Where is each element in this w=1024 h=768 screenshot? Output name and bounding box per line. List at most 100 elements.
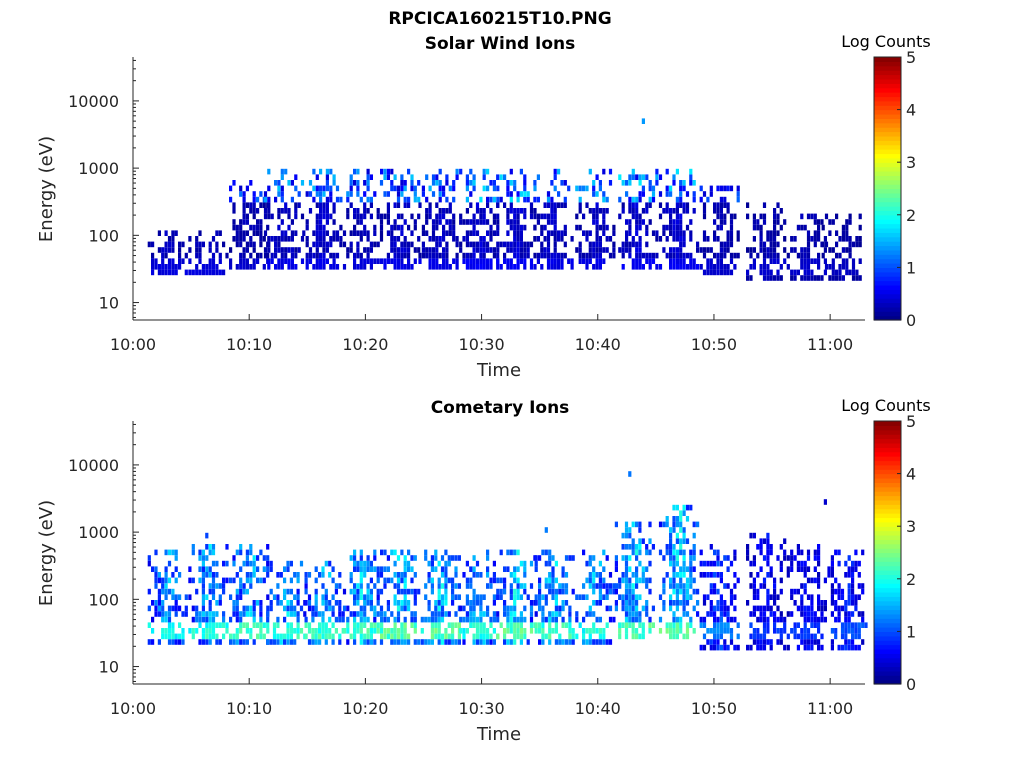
heatmap-cell bbox=[232, 219, 236, 225]
heatmap-cell bbox=[699, 616, 703, 623]
colorbar-segment bbox=[874, 451, 901, 457]
heatmap-cell bbox=[723, 600, 727, 606]
heatmap-cell bbox=[496, 616, 500, 623]
heatmap-cell bbox=[847, 639, 851, 645]
heatmap-cell bbox=[612, 616, 616, 623]
heatmap-cell bbox=[766, 532, 770, 539]
heatmap-cell bbox=[479, 264, 483, 270]
heatmap-cell bbox=[800, 252, 804, 259]
heatmap-cell bbox=[296, 588, 300, 595]
heatmap-cell bbox=[513, 611, 517, 617]
heatmap-cell bbox=[759, 230, 763, 236]
heatmap-cell bbox=[830, 555, 834, 561]
heatmap-cell bbox=[322, 230, 326, 236]
heatmap-cell bbox=[174, 605, 178, 612]
heatmap-cell bbox=[638, 544, 642, 550]
heatmap-cell bbox=[716, 549, 720, 556]
heatmap-cell bbox=[658, 549, 663, 556]
heatmap-cell bbox=[164, 247, 168, 253]
heatmap-cell bbox=[746, 600, 750, 606]
heatmap-cell bbox=[319, 230, 323, 236]
heatmap-cell bbox=[359, 605, 363, 612]
heatmap-cell bbox=[553, 258, 557, 264]
heatmap-cell bbox=[479, 639, 483, 645]
heatmap-cell bbox=[363, 566, 367, 572]
heatmap-cell bbox=[211, 560, 216, 567]
heatmap-cell bbox=[806, 594, 811, 600]
heatmap-cell bbox=[245, 241, 249, 248]
heatmap-cell bbox=[407, 247, 411, 253]
heatmap-cell bbox=[553, 185, 557, 192]
heatmap-cell bbox=[451, 633, 455, 640]
heatmap-cell bbox=[672, 560, 676, 567]
heatmap-cell bbox=[560, 202, 564, 208]
heatmap-cell bbox=[482, 264, 486, 270]
heatmap-cell bbox=[851, 594, 855, 600]
heatmap-cell bbox=[178, 572, 182, 578]
heatmap-cell bbox=[195, 611, 199, 617]
heatmap-cell bbox=[428, 236, 432, 242]
heatmap-cell bbox=[858, 241, 862, 248]
heatmap-cell bbox=[400, 577, 404, 584]
heatmap-cell bbox=[588, 230, 592, 236]
heatmap-cell bbox=[249, 549, 253, 556]
heatmap-cell bbox=[838, 275, 842, 281]
heatmap-cell bbox=[733, 572, 737, 578]
heatmap-cell bbox=[373, 583, 377, 589]
heatmap-cell bbox=[293, 594, 297, 600]
heatmap-cell bbox=[259, 224, 263, 231]
heatmap-cell bbox=[845, 247, 849, 253]
heatmap-cell bbox=[513, 247, 517, 253]
heatmap-cell bbox=[167, 241, 172, 248]
heatmap-cell bbox=[503, 566, 507, 572]
solar-wind-panel: Solar Wind Ions 10:00 10:10 10:20 10:30 10:4… bbox=[36, 32, 931, 381]
heatmap-cell bbox=[455, 168, 459, 175]
heatmap-cell bbox=[519, 224, 523, 231]
heatmap-cell bbox=[696, 264, 700, 270]
heatmap-cell bbox=[465, 185, 469, 192]
heatmap-cell bbox=[519, 258, 523, 264]
heatmap-cell bbox=[519, 611, 523, 617]
colorbar-segment bbox=[874, 289, 901, 295]
heatmap-cell bbox=[328, 616, 332, 623]
heatmap-cell bbox=[598, 264, 602, 270]
heatmap-cell bbox=[638, 180, 642, 186]
heatmap-cell bbox=[431, 236, 436, 242]
heatmap-cell bbox=[239, 549, 243, 556]
heatmap-cell bbox=[513, 208, 517, 214]
heatmap-cell bbox=[315, 219, 319, 225]
heatmap-cell bbox=[315, 202, 319, 208]
heatmap-cell bbox=[533, 236, 537, 242]
heatmap-cell bbox=[269, 605, 273, 612]
heatmap-cell bbox=[662, 588, 666, 595]
heatmap-cell bbox=[286, 605, 290, 612]
heatmap-cell bbox=[821, 241, 825, 248]
heatmap-cell bbox=[769, 611, 773, 617]
heatmap-cell bbox=[262, 264, 266, 270]
heatmap-cell bbox=[211, 572, 216, 578]
heatmap-cell bbox=[585, 236, 589, 242]
heatmap-cell bbox=[625, 247, 629, 253]
heatmap-cell bbox=[766, 600, 770, 606]
heatmap-cell bbox=[218, 600, 222, 606]
heatmap-cell bbox=[682, 241, 686, 248]
heatmap-cell bbox=[844, 611, 848, 617]
heatmap-cell bbox=[793, 633, 797, 640]
heatmap-cell bbox=[546, 241, 551, 248]
heatmap-cell bbox=[598, 594, 602, 600]
heatmap-cell bbox=[519, 241, 523, 248]
heatmap-cell bbox=[440, 594, 445, 600]
heatmap-cell bbox=[338, 639, 342, 645]
heatmap-cell bbox=[225, 622, 229, 628]
heatmap-cell bbox=[472, 252, 476, 259]
heatmap-cell bbox=[817, 264, 821, 270]
heatmap-cell bbox=[689, 572, 693, 578]
heatmap-cell bbox=[373, 224, 377, 231]
heatmap-cell bbox=[736, 185, 740, 192]
heatmap-cell bbox=[269, 560, 273, 567]
heatmap-cell bbox=[319, 208, 323, 214]
heatmap-cell bbox=[380, 258, 384, 264]
heatmap-cell bbox=[612, 252, 616, 259]
heatmap-cell bbox=[506, 566, 510, 572]
heatmap-cell bbox=[489, 264, 493, 270]
